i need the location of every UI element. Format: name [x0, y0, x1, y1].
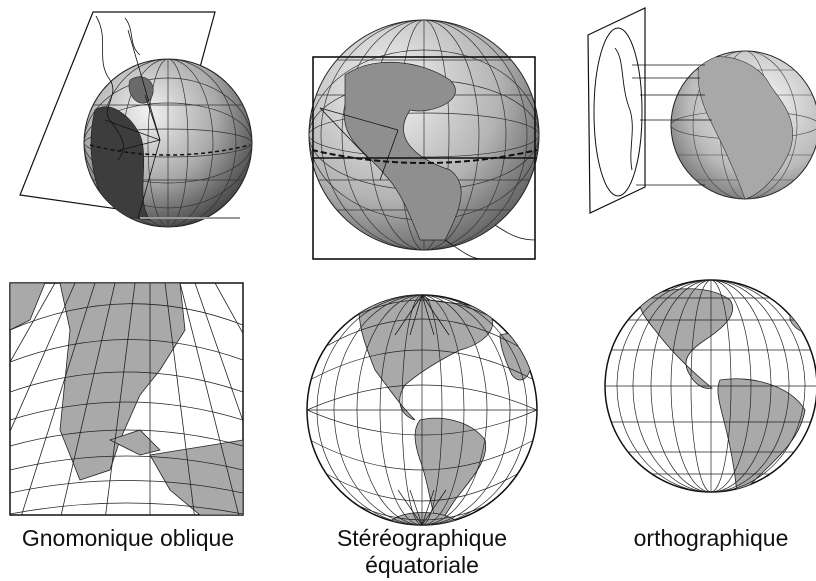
stereographic-globe-illustration [308, 19, 540, 260]
orthographic-map [604, 279, 816, 493]
gnomonic-map [9, 282, 244, 516]
caption-orthographic: orthographique [633, 525, 789, 551]
orthographic-globe-illustration [587, 7, 816, 214]
caption-gnomonic: Gnomonique oblique [21, 525, 235, 551]
stereographic-map [306, 294, 538, 526]
gnomonic-globe-illustration [19, 11, 253, 228]
caption-stereographic-line2: équatoriale [365, 552, 479, 578]
caption-stereographic-line1: Stéréographique [336, 525, 508, 551]
